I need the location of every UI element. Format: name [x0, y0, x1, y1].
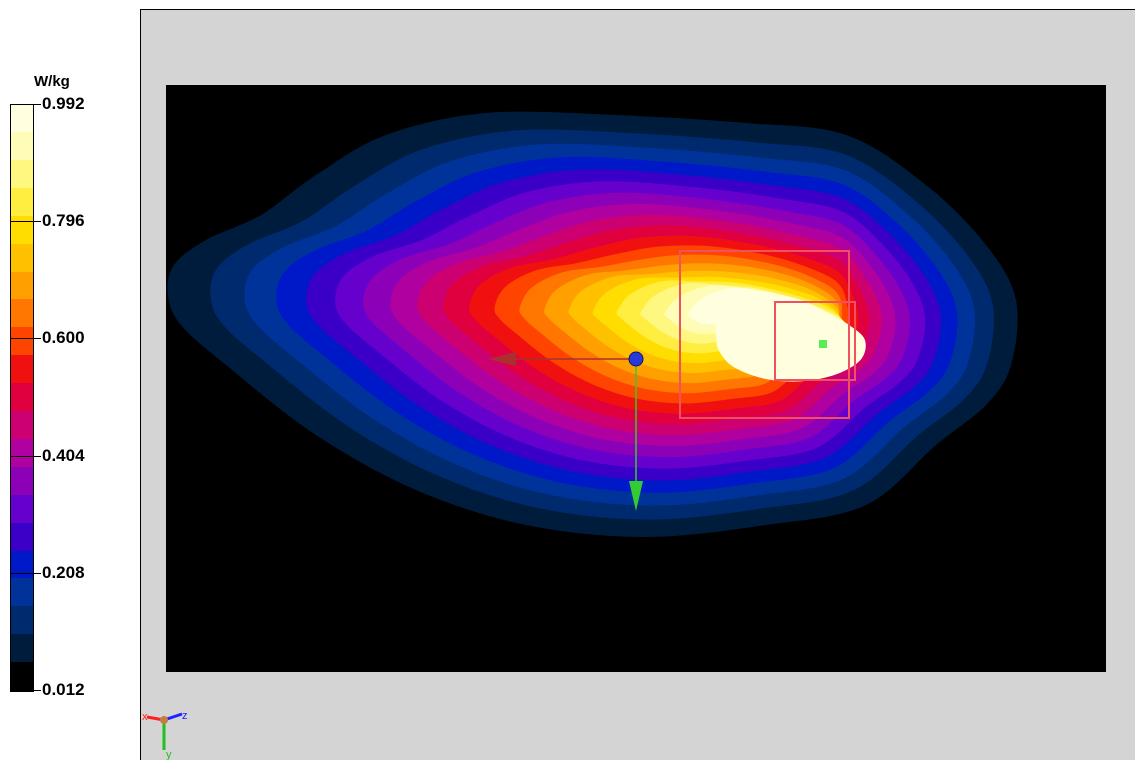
colorbar-swatch [11, 578, 33, 607]
colorbar-swatch [11, 327, 33, 356]
peak-marker [819, 340, 827, 348]
colorbar-swatch [11, 271, 33, 300]
colorbar-frame [10, 104, 34, 692]
colorbar-tick-mark [11, 455, 41, 457]
peak-region [788, 321, 844, 365]
colorbar-tick-label: 0.208 [42, 562, 85, 582]
colorbar-swatch [11, 662, 33, 691]
colorbar-swatch [11, 438, 33, 467]
triad-origin-icon [160, 716, 168, 724]
colorbar-swatch [11, 494, 33, 523]
colorbar-swatch [11, 215, 33, 244]
colorbar-legend: W/kg 0.992 0.796 0.600 0.404 0.208 0.012 [0, 0, 140, 760]
colorbar-tick-label: 0.600 [42, 328, 85, 348]
colorbar-swatch [11, 522, 33, 551]
y-arrow-head-icon [629, 481, 643, 511]
colorbar-swatch [11, 466, 33, 495]
zoom-scan-box [774, 301, 856, 381]
probe-origin-sphere-icon [628, 351, 644, 367]
colorbar-swatch [11, 634, 33, 663]
colorbar-tick-mark [11, 104, 41, 105]
colorbar-swatch [11, 606, 33, 635]
contour-levels [167, 111, 1018, 537]
colorbar-swatch [11, 410, 33, 439]
colorbar-unit: W/kg [34, 73, 70, 90]
y-axis-label: y [166, 749, 172, 760]
x-axis-label: x [142, 711, 148, 723]
colorbar-swatch [11, 299, 33, 328]
colorbar-swatch [11, 131, 33, 160]
colorbar-swatch [11, 243, 33, 272]
colorbar-tick-mark [11, 572, 41, 574]
colorbar-tick-mark [11, 221, 41, 223]
measurement-overlay [488, 250, 856, 511]
sar-heatmap[interactable] [166, 85, 1106, 672]
z-axis-label: z [182, 710, 188, 722]
colorbar-swatch [11, 550, 33, 579]
colorbar-swatch [11, 187, 33, 216]
colorbar-swatch [11, 159, 33, 188]
x-arrow-head-icon [488, 352, 516, 366]
area-scan-box [679, 250, 850, 419]
colorbar-tick-label: 0.796 [42, 211, 85, 231]
colorbar-tick-mark [11, 690, 41, 691]
colorbar-tick-label: 0.404 [42, 445, 85, 465]
colorbar-tick-label: 0.012 [42, 680, 85, 699]
colorbar-swatch [11, 104, 33, 132]
colorbar-swatch [11, 355, 33, 384]
colorbar-tick-mark [11, 338, 41, 340]
colorbar-swatch [11, 383, 33, 412]
colorbar-tick-label: 0.992 [42, 94, 85, 113]
axes-triad: x y z [142, 710, 188, 760]
